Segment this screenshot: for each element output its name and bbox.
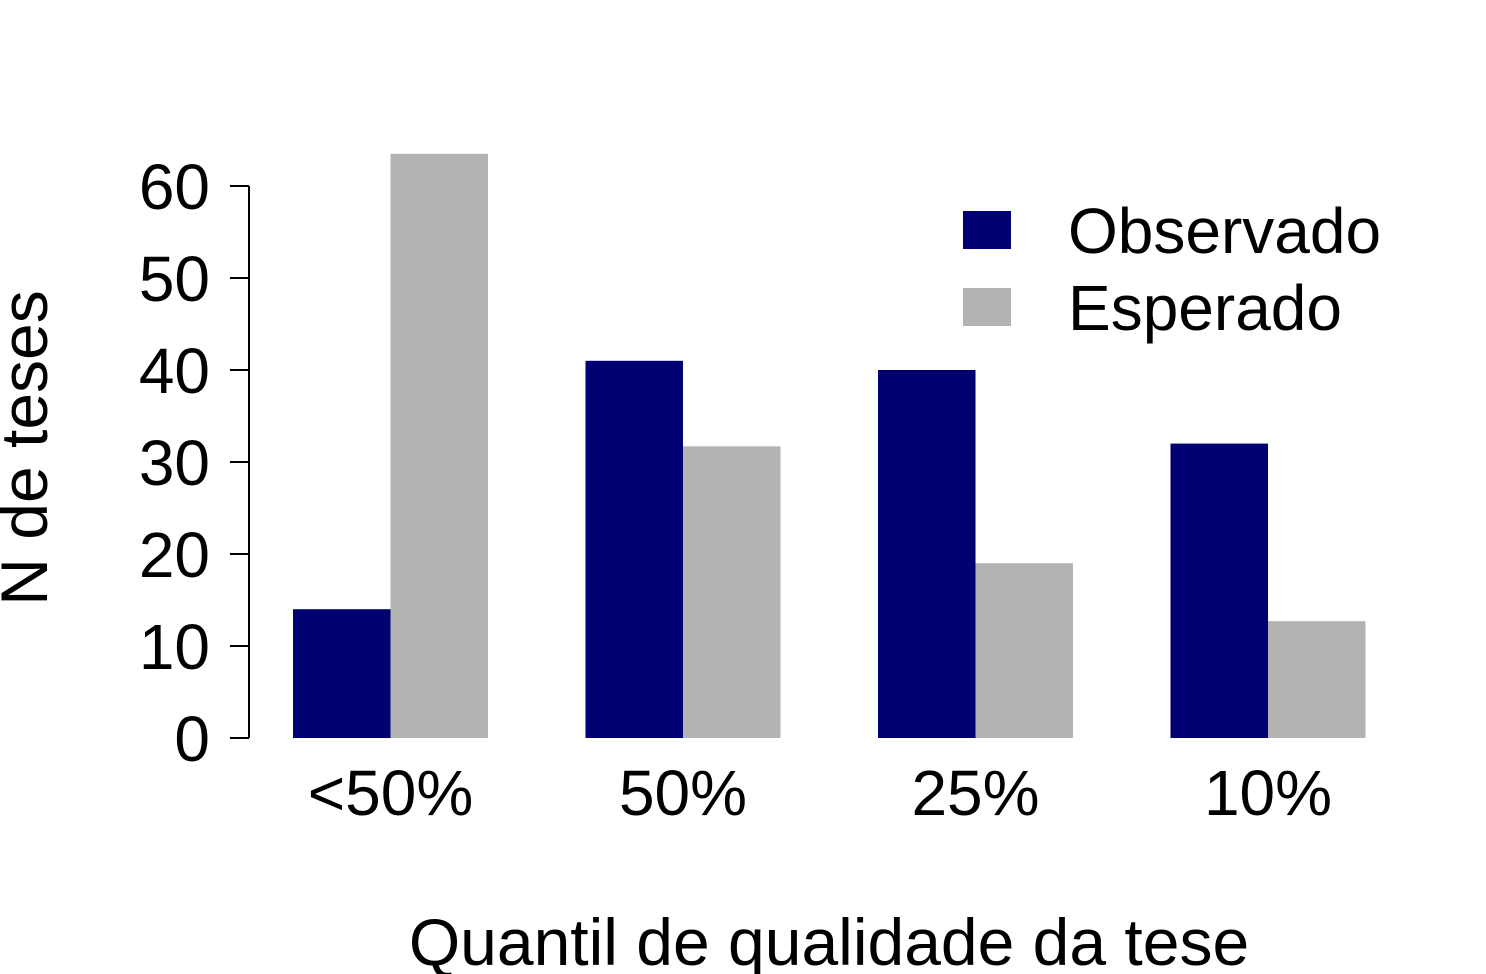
y-tick-label: 10 bbox=[139, 611, 210, 683]
y-axis-label: N de teses bbox=[0, 290, 61, 606]
bar-observado-3 bbox=[1170, 443, 1268, 738]
bars bbox=[293, 153, 1366, 739]
bar-esperado-0 bbox=[390, 153, 488, 739]
bar-esperado-2 bbox=[975, 563, 1073, 738]
bar-esperado-3 bbox=[1268, 621, 1366, 738]
x-axis-tick-labels: <50% 50% 25% 10% bbox=[308, 757, 1332, 829]
y-tick-label: 60 bbox=[139, 151, 210, 223]
y-tick-label: 0 bbox=[174, 703, 210, 775]
bar-observado-1 bbox=[585, 360, 683, 738]
y-tick-label: 40 bbox=[139, 335, 210, 407]
legend-swatch-esperado bbox=[963, 288, 1011, 326]
bar-esperado-1 bbox=[683, 446, 781, 738]
bar-observado-0 bbox=[293, 609, 391, 738]
y-axis: 0 10 20 30 40 50 60 bbox=[139, 151, 250, 775]
x-tick-label: 25% bbox=[911, 757, 1039, 829]
y-tick-label: 20 bbox=[139, 519, 210, 591]
legend-label-esperado: Esperado bbox=[1068, 272, 1342, 344]
y-tick-label: 50 bbox=[139, 243, 210, 315]
legend-label-observado: Observado bbox=[1068, 195, 1381, 267]
x-tick-label: <50% bbox=[308, 757, 473, 829]
y-tick-label: 30 bbox=[139, 427, 210, 499]
x-tick-label: 50% bbox=[619, 757, 747, 829]
x-axis-label: Quantil de qualidade da tese bbox=[409, 905, 1249, 974]
bar-observado-2 bbox=[878, 370, 976, 738]
legend-swatch-observado bbox=[963, 211, 1011, 249]
x-tick-label: 10% bbox=[1204, 757, 1332, 829]
